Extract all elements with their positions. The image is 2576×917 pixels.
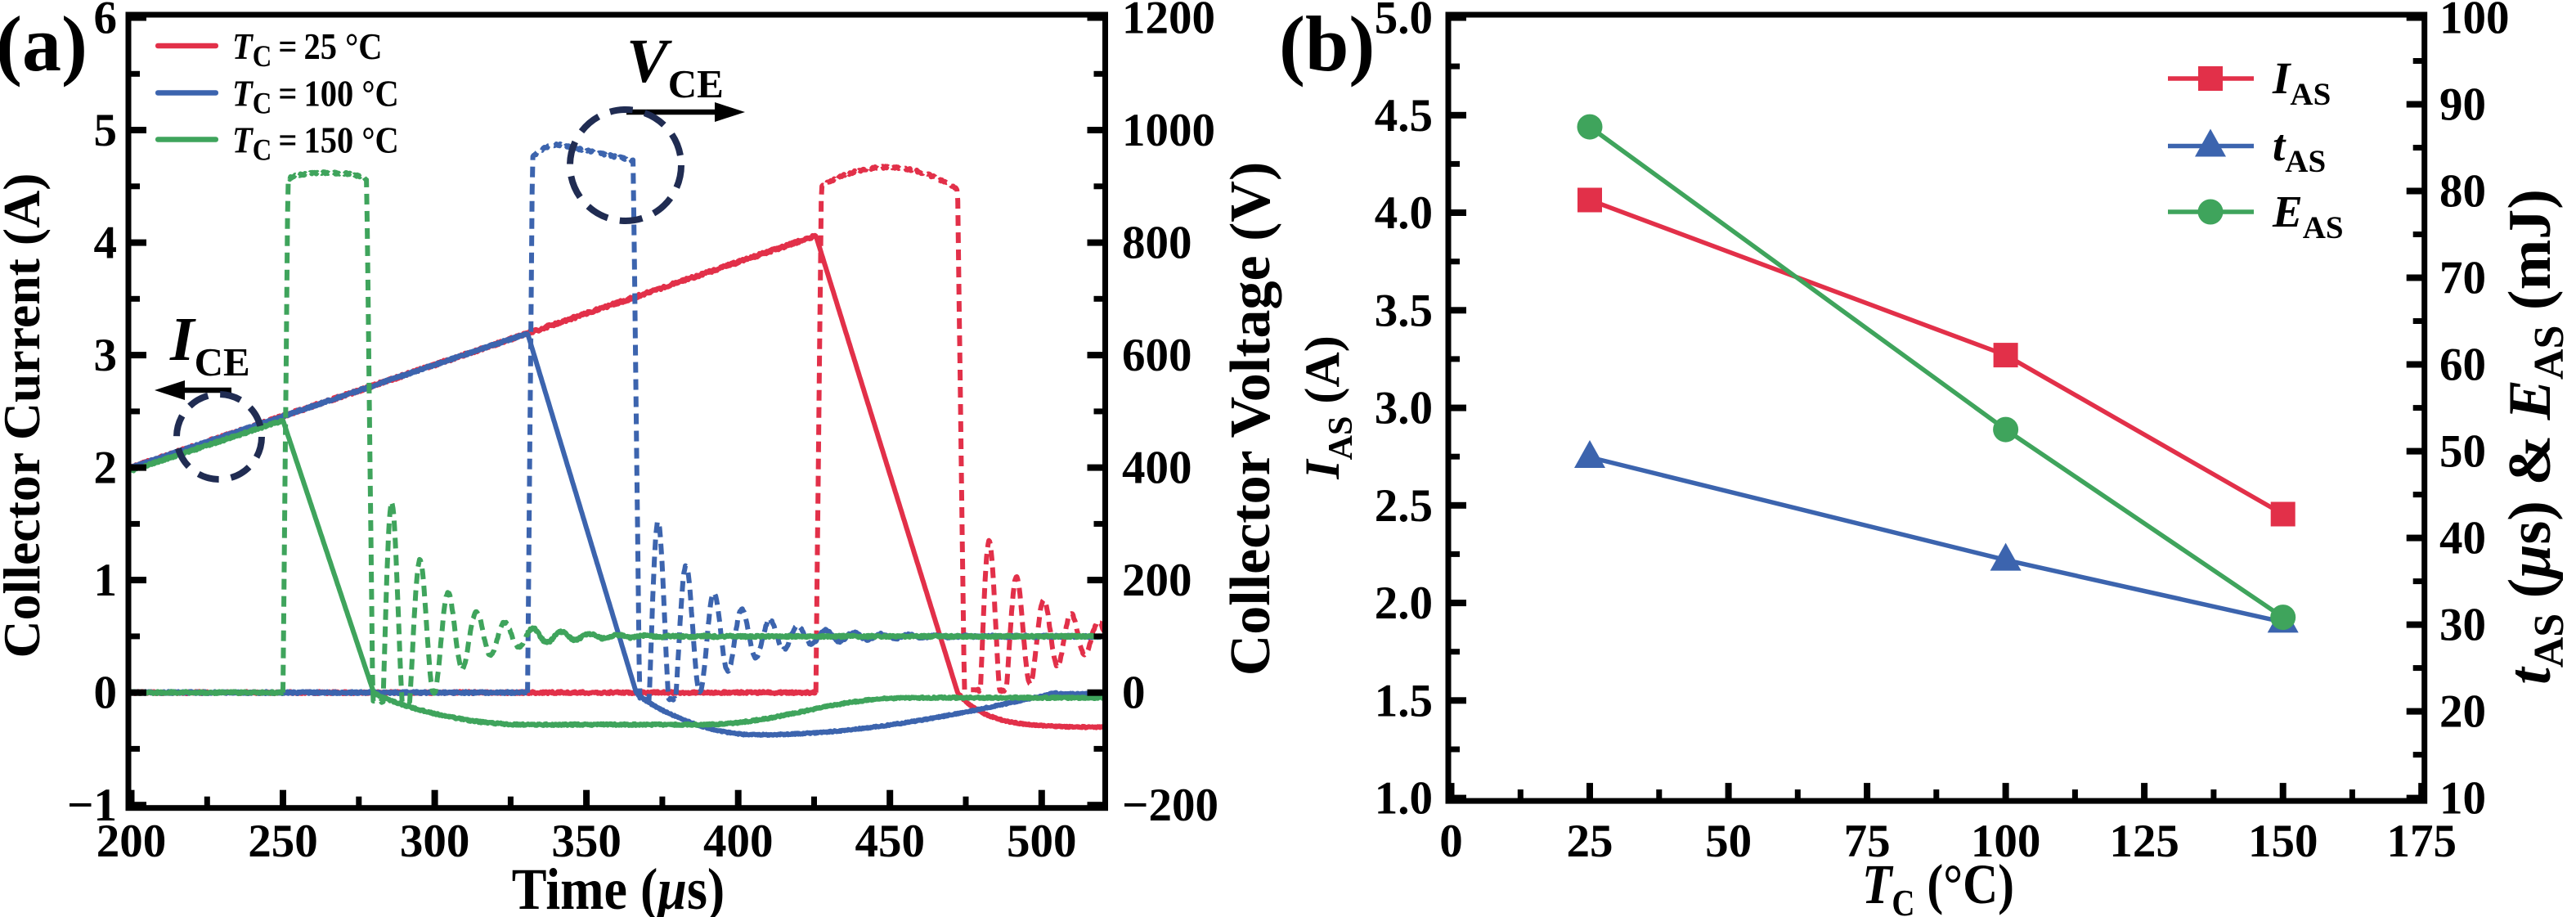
svg-text:Collector Voltage (V): Collector Voltage (V) [1219,162,1282,677]
svg-text:2.5: 2.5 [1375,480,1433,532]
svg-text:500: 500 [1007,816,1077,867]
svg-text:50: 50 [2439,426,2486,478]
svg-text:Collector Current (A): Collector Current (A) [0,173,51,659]
svg-text:VCE: VCE [626,27,724,106]
svg-text:800: 800 [1122,218,1192,269]
svg-text:1.0: 1.0 [1375,773,1433,825]
svg-text:0: 0 [94,668,118,719]
svg-text:150: 150 [2248,816,2318,867]
svg-text:350: 350 [551,816,622,867]
svg-text:TC (°C): TC (°C) [1862,853,2014,917]
svg-text:100: 100 [2439,0,2510,44]
svg-text:ICE: ICE [169,305,250,384]
svg-text:TC = 150 °C: TC = 150 °C [232,119,399,167]
svg-text:5: 5 [94,105,118,156]
svg-text:400: 400 [703,816,774,867]
svg-text:20: 20 [2439,686,2486,738]
svg-text:200: 200 [96,816,167,867]
svg-text:4.0: 4.0 [1375,187,1433,239]
svg-text:0: 0 [1122,668,1146,719]
svg-text:4.5: 4.5 [1375,90,1433,142]
svg-text:0: 0 [1439,816,1463,867]
svg-text:tAS (μs) & EAS (mJ): tAS (μs) & EAS (mJ) [2497,189,2573,685]
svg-text:EAS: EAS [2272,187,2344,245]
svg-text:TC = 100 °C: TC = 100 °C [232,73,399,120]
svg-text:125: 125 [2109,816,2179,867]
svg-text:10: 10 [2439,773,2486,825]
svg-text:25: 25 [1567,816,1613,867]
svg-text:70: 70 [2439,253,2486,304]
svg-text:5.0: 5.0 [1375,0,1433,44]
svg-text:−1: −1 [67,780,117,831]
svg-text:3.5: 3.5 [1375,285,1433,336]
svg-text:(a): (a) [0,0,88,88]
svg-text:40: 40 [2439,513,2486,564]
svg-text:200: 200 [1122,555,1192,606]
svg-text:(b): (b) [1279,0,1375,88]
svg-text:2: 2 [94,443,118,494]
svg-text:50: 50 [1705,816,1752,867]
svg-text:IAS (A): IAS (A) [1295,335,1360,479]
svg-text:3: 3 [94,330,118,381]
svg-text:600: 600 [1122,330,1192,381]
svg-text:60: 60 [2439,339,2486,391]
svg-text:IAS: IAS [2272,53,2331,112]
svg-text:TC = 25 °C: TC = 25 °C [232,26,382,74]
svg-text:1.5: 1.5 [1375,675,1433,726]
svg-text:100: 100 [1971,816,2041,867]
svg-text:2.0: 2.0 [1375,578,1433,629]
svg-text:80: 80 [2439,166,2486,218]
svg-text:tAS: tAS [2273,120,2326,179]
svg-text:175: 175 [2386,816,2457,867]
svg-text:6: 6 [94,0,118,44]
svg-text:250: 250 [248,816,318,867]
svg-text:1200: 1200 [1122,0,1215,44]
svg-text:75: 75 [1844,816,1891,867]
svg-text:30: 30 [2439,600,2486,651]
svg-text:400: 400 [1122,443,1192,494]
svg-text:−200: −200 [1122,780,1218,831]
svg-text:450: 450 [855,816,925,867]
svg-text:1: 1 [94,555,118,606]
svg-text:1000: 1000 [1122,105,1215,156]
svg-text:Time (μs): Time (μs) [512,856,725,917]
svg-text:300: 300 [400,816,470,867]
svg-text:3.0: 3.0 [1375,383,1433,434]
svg-text:90: 90 [2439,79,2486,131]
svg-text:4: 4 [94,218,118,269]
